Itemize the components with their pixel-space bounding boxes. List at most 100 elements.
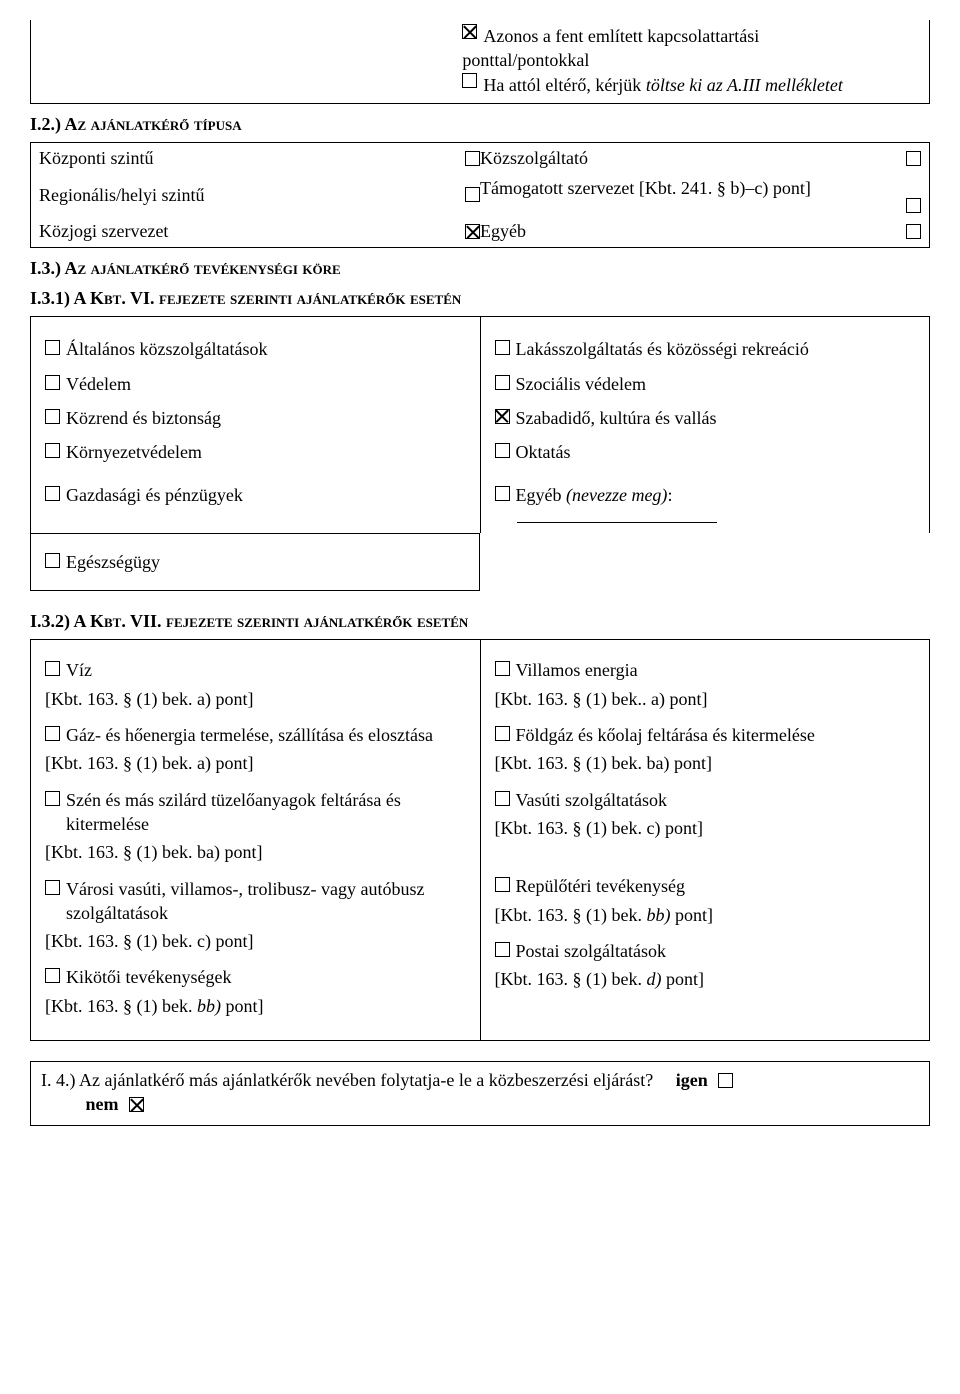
- top-line2: Ha attól eltérő, kérjük: [483, 75, 645, 95]
- checkbox-kozszolgaltato[interactable]: [906, 151, 921, 166]
- sub-gaz: [Kbt. 163. § (1) bek. a) pont]: [45, 751, 466, 775]
- i2-heading-rest: z ajánlatkérő típusa: [78, 114, 242, 134]
- label-nem: nem: [86, 1094, 119, 1114]
- checkbox-szabadido[interactable]: [495, 409, 510, 424]
- i32-heading-rest: . VII. fejezete szerinti ajánlatkérők es…: [121, 611, 468, 631]
- i32-heading-prefix: I.3.2) A K: [30, 611, 104, 631]
- sub-repuloteri: [Kbt. 163. § (1) bek. bb) pont]: [495, 903, 916, 927]
- checkbox-lakas[interactable]: [495, 340, 510, 355]
- label-kozjogi: Közjogi szervezet: [39, 219, 459, 243]
- label-kozponti: Központi szintű: [39, 146, 459, 170]
- label-igen: igen: [676, 1070, 708, 1090]
- checkbox-kornyezet[interactable]: [45, 443, 60, 458]
- sub-vasuti: [Kbt. 163. § (1) bek. c) pont]: [495, 816, 916, 840]
- sub-repuloteri-pre: [Kbt. 163. § (1) bek.: [495, 905, 647, 925]
- checkbox-regionalis[interactable]: [465, 187, 480, 202]
- checkbox-kozjogi[interactable]: [465, 224, 480, 239]
- checkbox-gaz[interactable]: [45, 726, 60, 741]
- top-line2-italic: töltse ki az A.III mellékletet: [646, 75, 843, 95]
- i31-heading: I.3.1) A Kbt. VI. fejezete szerinti aján…: [30, 286, 930, 310]
- label-viz: Víz: [66, 658, 92, 682]
- checkbox-foldgaz[interactable]: [495, 726, 510, 741]
- label-repuloteri: Repülőtéri tevékenység: [516, 874, 685, 898]
- i32-table: Víz [Kbt. 163. § (1) bek. a) pont] Gáz- …: [30, 639, 930, 1041]
- label-foldgaz: Földgáz és kőolaj feltárása és kitermelé…: [516, 723, 815, 747]
- i31-heading-prefix: I.3.1) A K: [30, 288, 104, 308]
- label-egyeb-i31: Egyéb: [516, 485, 566, 505]
- sub-kikotoi: [Kbt. 163. § (1) bek. bb) pont]: [45, 994, 466, 1018]
- label-szabadido: Szabadidő, kultúra és vallás: [516, 406, 717, 430]
- i2-heading: I.2.) Az ajánlatkérő típusa: [30, 112, 930, 136]
- label-tamogatott: Támogatott szervezet [Kbt. 241. § b)–c) …: [480, 176, 900, 200]
- label-varosi: Városi vasúti, villamos-, trolibusz- vag…: [66, 877, 466, 926]
- top-line1b: ponttal/pontokkal: [462, 48, 921, 72]
- top-line1a: Azonos a fent említett kapcsolattartási: [483, 26, 759, 46]
- sub-postai-pre: [Kbt. 163. § (1) bek.: [495, 969, 647, 989]
- checkbox-nem[interactable]: [129, 1097, 144, 1112]
- i31-heading-rest: . VI. fejezete szerinti ajánlatkérők ese…: [121, 288, 461, 308]
- i3-heading-rest: z ajánlatkérő tevékenységi köre: [78, 258, 341, 278]
- checkbox-szen[interactable]: [45, 791, 60, 806]
- label-egyeb-i31-suffix: :: [667, 485, 672, 505]
- sub-szen: [Kbt. 163. § (1) bek. ba) pont]: [45, 840, 466, 864]
- checkbox-vedelem[interactable]: [45, 375, 60, 390]
- label-kozszolgaltato: Közszolgáltató: [480, 146, 900, 170]
- i4-box: I. 4.) Az ajánlatkérő más ajánlatkérők n…: [30, 1061, 930, 1126]
- checkbox-same-contact[interactable]: [462, 24, 477, 39]
- checkbox-kozponti[interactable]: [465, 151, 480, 166]
- checkbox-igen[interactable]: [718, 1073, 733, 1088]
- checkbox-repuloteri[interactable]: [495, 877, 510, 892]
- label-szen: Szén és más szilárd tüzelőanyagok feltár…: [66, 788, 466, 837]
- checkbox-varosi[interactable]: [45, 880, 60, 895]
- sub-kikotoi-it: bb): [197, 996, 221, 1016]
- i4-text: I. 4.) Az ajánlatkérő más ajánlatkérők n…: [41, 1070, 653, 1090]
- checkbox-egyeb-i31[interactable]: [495, 486, 510, 501]
- checkbox-different-contact[interactable]: [462, 73, 477, 88]
- checkbox-egeszsegugy[interactable]: [45, 553, 60, 568]
- sub-kikotoi-post: pont]: [221, 996, 264, 1016]
- sub-postai: [Kbt. 163. § (1) bek. d) pont]: [495, 967, 916, 991]
- sub-postai-it: d): [646, 969, 661, 989]
- sub-repuloteri-it: bb): [646, 905, 670, 925]
- label-egyeb-i2: Egyéb: [480, 219, 900, 243]
- sub-repuloteri-post: pont]: [670, 905, 713, 925]
- i31-table: Általános közszolgáltatások Védelem Közr…: [30, 316, 930, 591]
- label-postai: Postai szolgáltatások: [516, 939, 666, 963]
- label-oktatas: Oktatás: [516, 440, 571, 464]
- label-szocialis: Szociális védelem: [516, 372, 646, 396]
- sub-postai-post: pont]: [661, 969, 704, 989]
- label-vasuti: Vasúti szolgáltatások: [516, 788, 667, 812]
- checkbox-gazdasagi[interactable]: [45, 486, 60, 501]
- label-kozrend: Közrend és biztonság: [66, 406, 221, 430]
- label-altalanos: Általános közszolgáltatások: [66, 337, 267, 361]
- egyeb-fill-line[interactable]: [517, 509, 717, 523]
- sub-kikotoi-pre: [Kbt. 163. § (1) bek.: [45, 996, 197, 1016]
- i2-table: Központi szintű Közszolgáltató Regionáli…: [30, 142, 930, 248]
- checkbox-egyeb-i2[interactable]: [906, 224, 921, 239]
- label-egeszsegugy: Egészségügy: [66, 550, 160, 574]
- checkbox-altalanos[interactable]: [45, 340, 60, 355]
- checkbox-szocialis[interactable]: [495, 375, 510, 390]
- checkbox-kikotoi[interactable]: [45, 968, 60, 983]
- checkbox-kozrend[interactable]: [45, 409, 60, 424]
- i32-heading: I.3.2) A Kbt. VII. fejezete szerinti ajá…: [30, 609, 930, 633]
- top-contact-box: Azonos a fent említett kapcsolattartási …: [30, 20, 930, 104]
- label-lakas: Lakásszolgáltatás és közösségi rekreáció: [516, 337, 809, 361]
- sub-villamos: [Kbt. 163. § (1) bek.. a) pont]: [495, 687, 916, 711]
- label-gaz: Gáz- és hőenergia termelése, szállítása …: [66, 723, 433, 747]
- label-egyeb-i31-italic: (nevezze meg): [566, 485, 667, 505]
- i3-heading: I.3.) Az ajánlatkérő tevékenységi köre: [30, 256, 930, 280]
- i2-heading-prefix: I.2.) A: [30, 114, 78, 134]
- checkbox-viz[interactable]: [45, 661, 60, 676]
- i31-heading-mid: bt: [104, 288, 121, 308]
- label-kornyezet: Környezetvédelem: [66, 440, 202, 464]
- checkbox-postai[interactable]: [495, 942, 510, 957]
- checkbox-tamogatott[interactable]: [906, 198, 921, 213]
- i3-heading-prefix: I.3.) A: [30, 258, 78, 278]
- label-vedelem: Védelem: [66, 372, 131, 396]
- sub-foldgaz: [Kbt. 163. § (1) bek. ba) pont]: [495, 751, 916, 775]
- checkbox-villamos[interactable]: [495, 661, 510, 676]
- label-kikotoi: Kikötői tevékenységek: [66, 965, 231, 989]
- checkbox-oktatas[interactable]: [495, 443, 510, 458]
- checkbox-vasuti[interactable]: [495, 791, 510, 806]
